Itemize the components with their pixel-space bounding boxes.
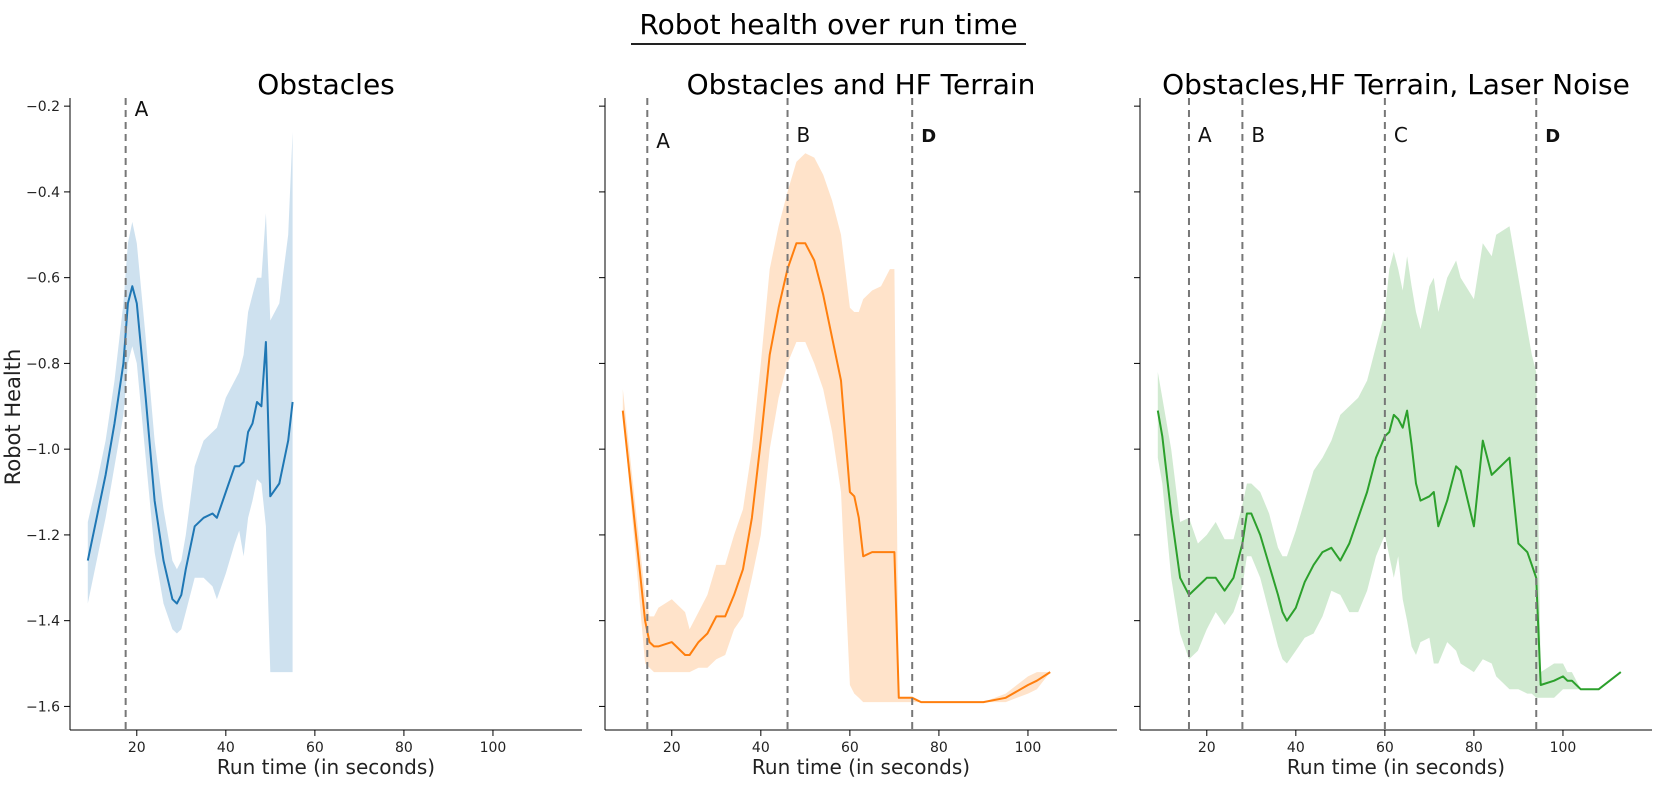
confidence-band <box>622 153 1051 703</box>
event-label-B: B <box>1251 123 1265 147</box>
x-tick-label: 60 <box>306 740 324 756</box>
x-tick-label: 20 <box>663 740 681 756</box>
figure-title-text: Robot health over run time <box>631 8 1026 45</box>
x-tick-label: 40 <box>1287 740 1305 756</box>
confidence-band <box>87 131 293 673</box>
x-tick-label: 60 <box>1376 740 1394 756</box>
series-line <box>621 242 1051 704</box>
chart-panel-2: 20 40 60 80 100 A B D Obstacles and HF Terrain Ru… <box>599 68 1117 779</box>
x-axis-label: Run time (in seconds) <box>1287 755 1505 779</box>
y-tick-label: −0.4 <box>26 185 60 201</box>
x-tick-label: 80 <box>395 740 413 756</box>
event-label-A: A <box>656 129 670 153</box>
chart-panel-1: 20 40 60 80 100 −1.6 −1.4 −1.2 −1.0 −0.8 −0.6 −0.4 −… <box>1 68 582 779</box>
y-tick-label: −0.2 <box>26 99 60 115</box>
series-line <box>86 285 294 605</box>
event-label-A: A <box>1198 123 1212 147</box>
y-tick-label: −1.2 <box>26 528 60 544</box>
event-label-B: B <box>797 123 811 147</box>
y-tick-label: −1.0 <box>26 442 60 458</box>
event-label-C: C <box>1394 123 1408 147</box>
x-tick-label: 20 <box>128 740 146 756</box>
x-tick-label: 100 <box>480 740 507 756</box>
subplot-title: Obstacles <box>257 68 395 101</box>
x-tick-label: 40 <box>752 740 770 756</box>
y-tick-label: −0.8 <box>26 356 60 372</box>
confidence-band <box>1157 226 1621 698</box>
y-tick-label: −0.6 <box>26 271 60 287</box>
x-tick-label: 80 <box>930 740 948 756</box>
subplot-title: Obstacles and HF Terrain <box>687 68 1036 101</box>
x-tick-label: 100 <box>1550 740 1577 756</box>
x-axis-label: Run time (in seconds) <box>217 755 435 779</box>
subplot-title: Obstacles,HF Terrain, Laser Noise <box>1162 68 1630 101</box>
x-axis-label: Run time (in seconds) <box>752 755 970 779</box>
event-label-D: D <box>1545 126 1560 147</box>
x-tick-label: 20 <box>1198 740 1216 756</box>
x-tick-label: 40 <box>217 740 235 756</box>
x-tick-label: 100 <box>1015 740 1042 756</box>
event-label-D: D <box>921 126 936 147</box>
series-line <box>1156 409 1622 691</box>
event-label-A: A <box>135 97 149 121</box>
y-tick-label: −1.4 <box>26 614 60 630</box>
x-tick-label: 80 <box>1465 740 1483 756</box>
figure-title: Robot health over run time <box>0 8 1657 45</box>
y-tick-label: −1.6 <box>26 699 60 715</box>
y-axis-label: Robot Health <box>1 349 25 486</box>
x-tick-label: 60 <box>841 740 859 756</box>
chart-panel-3: 20 40 60 80 100 A B C D Obstacles,HF Terrain, Las… <box>1134 68 1652 779</box>
